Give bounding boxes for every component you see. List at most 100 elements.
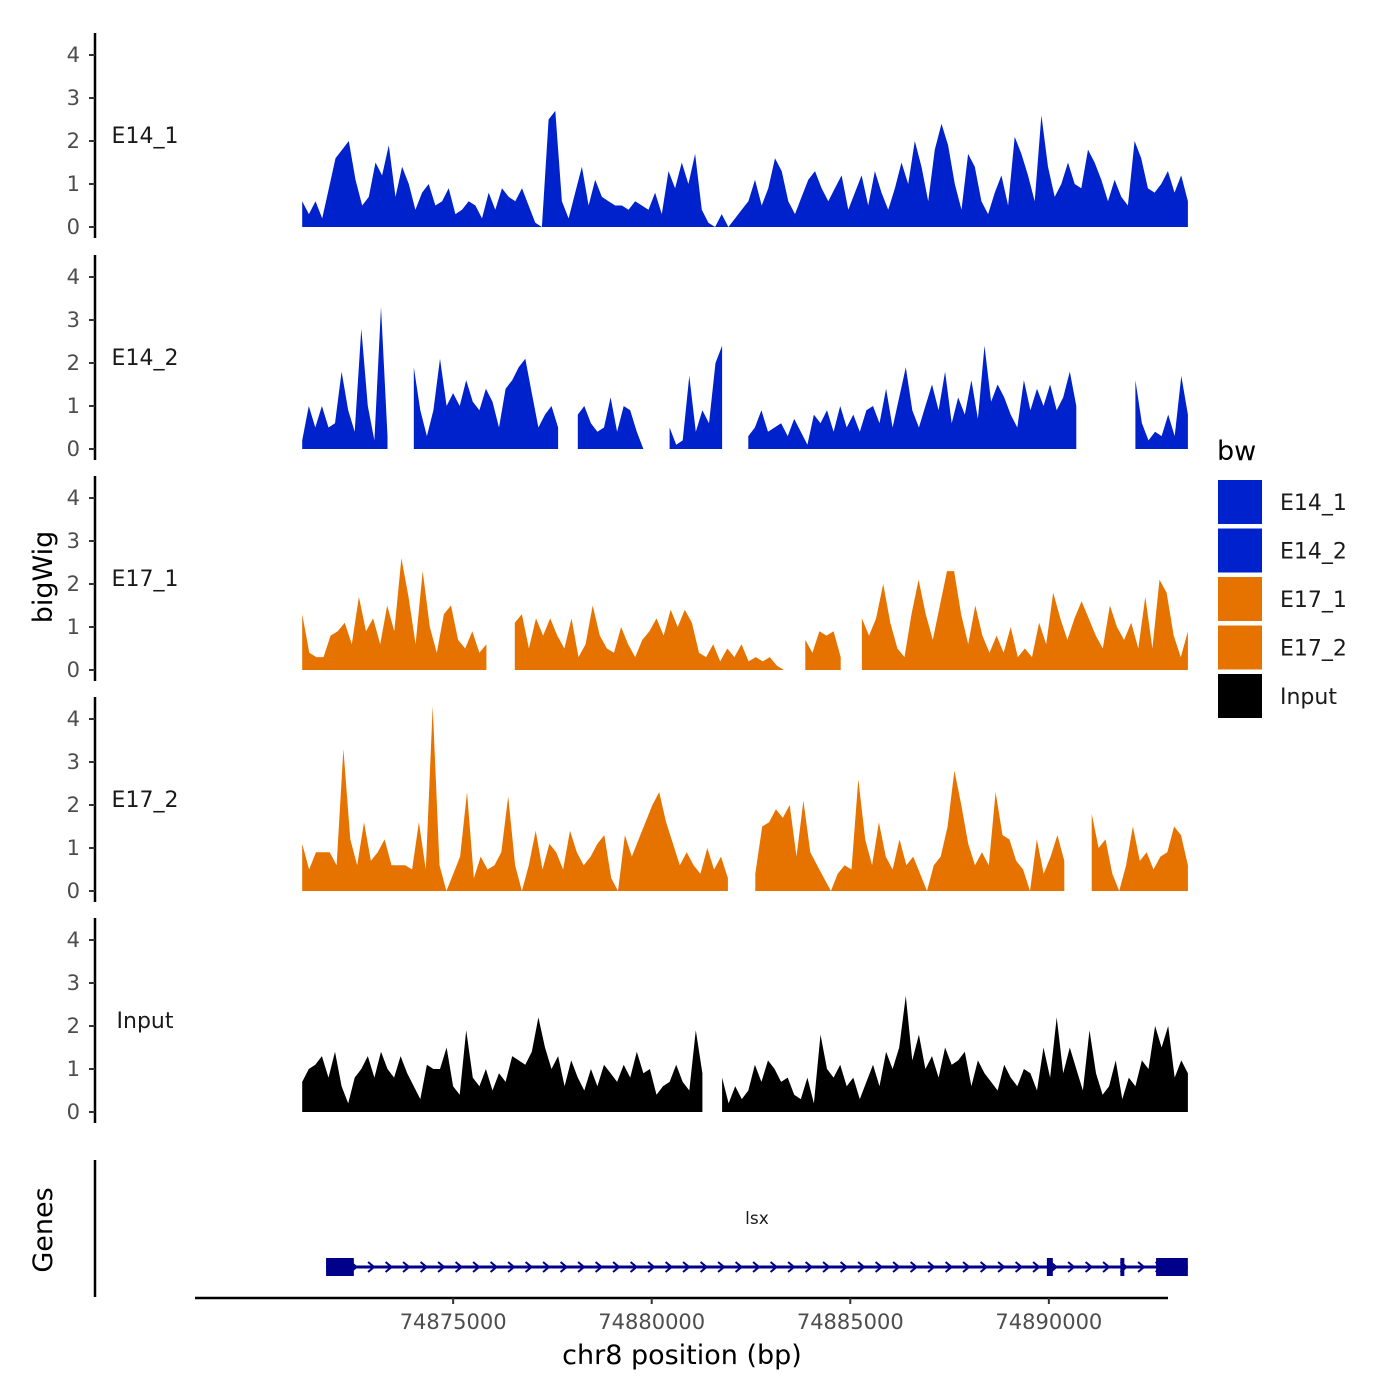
strand-arrow (804, 1261, 814, 1273)
gene-name-label: lsx (745, 1209, 769, 1229)
y-tick-label: 3 (67, 308, 80, 332)
strand-arrow (752, 1261, 761, 1273)
strand-arrow (577, 1261, 586, 1273)
strand-arrow (1137, 1261, 1146, 1273)
y-tick-label: 2 (67, 793, 80, 817)
strand-arrow (612, 1261, 621, 1273)
gene-exon (1046, 1258, 1053, 1276)
track-label: E17_1 (112, 567, 179, 592)
y-tick-label: 0 (67, 437, 80, 461)
legend-label: E14_2 (1280, 540, 1347, 565)
legend-swatch (1218, 528, 1262, 573)
strand-arrow (857, 1261, 866, 1273)
y-tick-label: 4 (67, 43, 80, 67)
y-tick-label: 0 (67, 658, 80, 682)
strand-arrow (402, 1261, 411, 1273)
track-E14_1: 0 1 2 3 4 E14_1 (67, 33, 1188, 239)
y-tick-label: 0 (67, 1100, 80, 1124)
y-tick-label: 3 (67, 750, 80, 774)
y-tick-label: 4 (67, 486, 80, 510)
y-tick-label: 3 (67, 971, 80, 995)
strand-arrow (892, 1261, 901, 1273)
strand-arrow (454, 1261, 464, 1273)
gene-track: lsx (93, 1160, 1188, 1297)
strand-arrow (874, 1261, 884, 1273)
y-tick-label: 1 (67, 615, 80, 639)
y-tick-label: 2 (67, 572, 80, 596)
strand-arrow (489, 1261, 499, 1273)
signal-area-E14_2 (302, 307, 1188, 449)
y-axis-title: bigWig (28, 531, 59, 624)
signal-area-E14_1 (302, 110, 1188, 227)
strand-arrow (699, 1261, 709, 1273)
legend-label: E17_1 (1280, 588, 1347, 613)
signal-area-E17_1 (302, 558, 1188, 670)
track-Input: 0 1 2 3 4 Input (67, 918, 1188, 1124)
track-label: E14_1 (112, 124, 179, 149)
legend-swatch (1218, 674, 1262, 718)
signal-area-Input (302, 995, 1188, 1112)
strand-arrow (629, 1261, 639, 1273)
x-tick-label: 74885000 (797, 1310, 904, 1334)
y-tick-label: 3 (67, 86, 80, 110)
y-tick-label: 0 (67, 879, 80, 903)
y-tick-label: 1 (67, 394, 80, 418)
legend-swatch (1218, 577, 1262, 621)
strand-arrow (437, 1261, 446, 1273)
legend-item-E17_2: E17_2 (1218, 625, 1347, 670)
signal-area-E17_2 (302, 706, 1188, 891)
strand-arrow (472, 1261, 481, 1273)
x-axis-title: chr8 position (bp) (562, 1340, 802, 1371)
legend-item-E14_1: E14_1 (1218, 480, 1347, 524)
legend-swatch (1218, 625, 1262, 670)
track-E17_1: 0 1 2 3 4 E17_1 (67, 476, 1188, 682)
strand-arrow (384, 1261, 394, 1273)
x-tick-label: 74880000 (598, 1310, 705, 1334)
strand-arrow (1102, 1261, 1111, 1273)
y-tick-label: 1 (67, 1057, 80, 1081)
strand-arrow (507, 1261, 516, 1273)
x-axis: 74875000 74880000 74885000 74890000 (195, 1296, 1168, 1334)
strand-arrow (1014, 1261, 1024, 1273)
y-tick-label: 0 (67, 215, 80, 239)
strand-arrow (1032, 1261, 1041, 1273)
strand-arrow (1067, 1261, 1076, 1273)
strand-arrow (962, 1261, 971, 1273)
track-label: E14_2 (112, 346, 179, 371)
strand-arrow (419, 1261, 429, 1273)
y-tick-label: 2 (67, 129, 80, 153)
y-tick-label: 1 (67, 172, 80, 196)
gene-exon (326, 1258, 354, 1276)
track-label: Input (117, 1009, 174, 1034)
strand-arrow (1084, 1261, 1094, 1273)
strand-arrow (979, 1261, 989, 1273)
strand-arrow (769, 1261, 779, 1273)
strand-arrow (717, 1261, 726, 1273)
legend-title: bw (1217, 436, 1256, 467)
x-tick-label: 74890000 (995, 1310, 1102, 1334)
legend-label: E17_2 (1280, 637, 1347, 662)
track-label: E17_2 (112, 788, 179, 813)
strand-arrow (682, 1261, 691, 1273)
y-tick-label: 2 (67, 1014, 80, 1038)
gene-exon (1156, 1258, 1188, 1276)
x-tick-label: 74875000 (400, 1310, 507, 1334)
y-tick-label: 4 (67, 928, 80, 952)
legend-item-E14_2: E14_2 (1218, 528, 1347, 573)
gene-exon (1120, 1258, 1125, 1276)
legend-label: E14_1 (1280, 491, 1347, 516)
y-tick-label: 4 (67, 707, 80, 731)
legend-swatch (1218, 480, 1262, 524)
strand-arrow (559, 1261, 569, 1273)
strand-arrow (927, 1261, 936, 1273)
strand-arrow (367, 1261, 376, 1273)
strand-arrow (839, 1261, 849, 1273)
legend-item-E17_1: E17_1 (1218, 577, 1347, 621)
legend-label: Input (1280, 685, 1337, 710)
strand-arrow (944, 1261, 954, 1273)
strand-arrow (909, 1261, 919, 1273)
strand-arrow (664, 1261, 674, 1273)
strand-arrow (822, 1261, 831, 1273)
